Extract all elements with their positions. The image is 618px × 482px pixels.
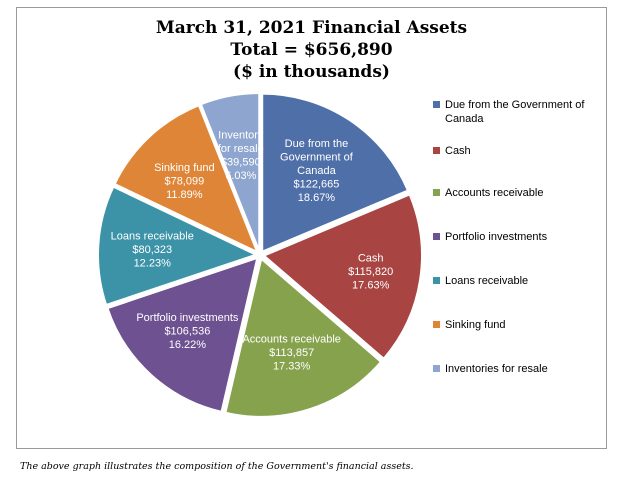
slice-label-line: Government of [280,152,354,164]
slice-label-line: $115,820 [348,266,393,278]
slice-label-inventories-for-resale: Inventory for resale $39,590 6.03% [218,130,264,183]
slice-label-line: Accounts receivable [242,333,340,345]
pie-slice-sinking-fund [113,103,260,255]
legend-item-inventories-for-resale: Inventories for resale [433,362,595,376]
legend-label: Accounts receivable [445,187,544,199]
slice-label-line: $78,099 [164,176,204,188]
legend-label: Portfolio investments [445,231,548,243]
slice-label-cash: Cash $115,820 17.63% [348,252,393,291]
chart-caption: The above graph illustrates the composit… [20,461,414,472]
legend-swatch [433,101,440,108]
legend-label: Cash [445,145,471,157]
slice-label-line: 11.89% [166,189,203,201]
chart-title-line-1: March 31, 2021 Financial Assets [155,18,468,38]
legend-label: Inventories for resale [445,363,548,375]
legend-label: Due from the Government of Canada [445,99,585,125]
legend-swatch [433,321,440,328]
slice-label-line: Inventory [218,130,264,142]
slice-label-due-from-the-government-of-canada: Due from the Government of Canada $122,665 1… [280,138,354,204]
slice-label-sinking-fund: Sinking fund $78,099 11.89% [154,162,215,201]
legend-label: Sinking fund [445,319,506,331]
slice-label-loans-receivable: Loans receivable $80,323 12.23% [111,230,194,269]
slice-label-line: $80,323 [132,244,172,256]
slice-label-line: Sinking fund [154,162,215,174]
slice-label-line: Cash [358,252,384,264]
legend-swatch [433,365,440,372]
pie-slice-inventories-for-resale [199,92,261,252]
legend-item-accounts-receivable: Accounts receivable [433,186,595,200]
slice-label-line: 12.23% [134,257,172,269]
legend-swatch [433,147,440,154]
chart-title: March 31, 2021 Financial Assets Total = … [16,17,607,83]
legend-item-cash: Cash [433,144,595,158]
slice-label-line: $122,665 [293,179,339,191]
slice-label-line: 17.33% [273,360,311,372]
slice-label-line: 16.22% [169,339,207,351]
slice-label-line: for resale [218,143,264,155]
slice-label-accounts-receivable: Accounts receivable $113,857 17.33% [242,333,340,372]
slice-label-line: 6.03% [225,170,256,182]
slice-label-line: 18.67% [298,192,336,204]
pie-slice-loans-receivable [97,185,259,307]
legend-swatch [433,277,440,284]
slice-label-line: Due from the [285,138,349,150]
pie-slice-due-from-the-government-of-canada [261,92,410,254]
pie-slice-accounts-receivable [224,256,383,418]
slice-label-line: $39,590 [221,157,261,169]
legend-label: Loans receivable [445,275,529,287]
chart-title-line-2: Total = $656,890 [230,40,393,60]
chart-title-line-3: ($ in thousands) [233,62,390,82]
legend-swatch [433,189,440,196]
slice-label-line: Portfolio investments [136,312,239,324]
slice-label-line: Canada [297,165,336,177]
pie-slice-cash [262,193,423,361]
legend-swatch [433,233,440,240]
legend-item-due-from-the-government-of-canada: Due from the Government of Canada [433,98,595,126]
slice-label-line: Loans receivable [111,230,194,242]
slice-label-portfolio-investments: Portfolio investments $106,536 16.22% [136,312,239,351]
legend-item-sinking-fund: Sinking fund [433,318,595,332]
pie-slice-portfolio-investments [106,256,259,414]
slice-label-line: $106,536 [164,325,210,337]
legend-item-loans-receivable: Loans receivable [433,274,595,288]
slice-label-line: 17.63% [352,279,390,291]
legend-item-portfolio-investments: Portfolio investments [433,230,595,244]
slice-label-line: $113,857 [269,347,314,359]
